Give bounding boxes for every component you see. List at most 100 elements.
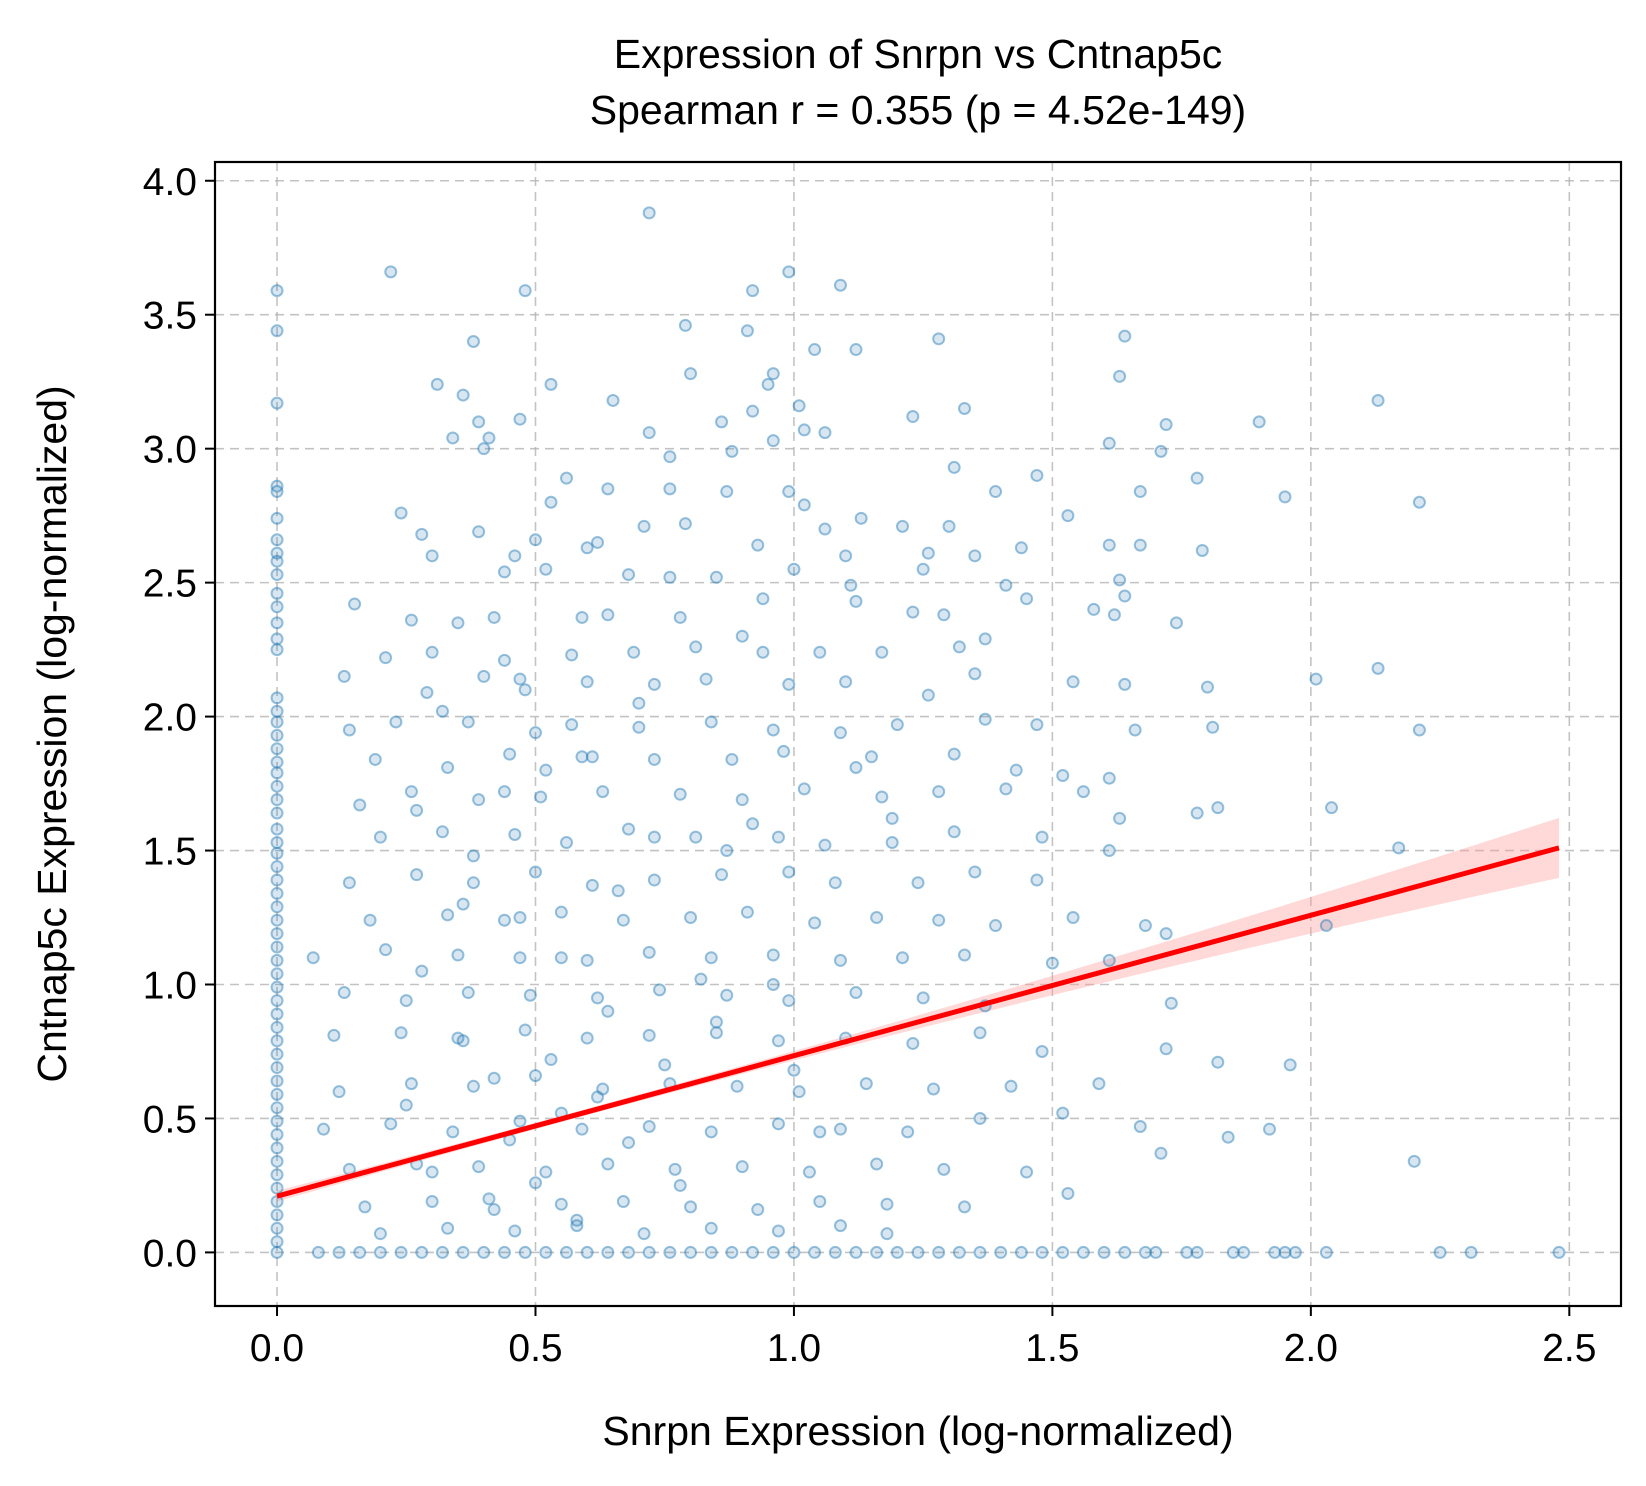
data-point <box>435 704 449 718</box>
data-point <box>565 648 579 662</box>
data-point <box>1133 485 1147 499</box>
data-point <box>782 994 796 1008</box>
data-point <box>663 1245 677 1259</box>
data-point <box>1159 1042 1173 1056</box>
data-point <box>916 991 930 1005</box>
data-point <box>647 873 661 887</box>
data-point <box>1035 1245 1049 1259</box>
data-point <box>642 1119 656 1133</box>
data-point <box>787 562 801 576</box>
data-point <box>435 1245 449 1259</box>
data-point <box>497 913 511 927</box>
data-point <box>766 1245 780 1259</box>
data-point <box>1206 720 1220 734</box>
data-point <box>1118 329 1132 343</box>
y-tick-label: 0.0 <box>143 1232 197 1275</box>
data-point <box>1433 1245 1447 1259</box>
data-point <box>968 865 982 879</box>
data-point <box>270 1020 284 1034</box>
data-point <box>337 669 351 683</box>
data-point <box>797 423 811 437</box>
data-point <box>1552 1245 1566 1259</box>
data-point <box>306 951 320 965</box>
x-tick-label: 2.5 <box>1542 1327 1596 1370</box>
data-point <box>1107 608 1121 622</box>
data-point <box>270 1181 284 1195</box>
data-point <box>404 613 418 627</box>
data-point <box>989 485 1003 499</box>
data-point <box>1030 718 1044 732</box>
y-tick-label: 0.5 <box>143 1098 197 1141</box>
data-point <box>756 645 770 659</box>
data-point <box>684 1245 698 1259</box>
data-point <box>441 1221 455 1235</box>
data-point <box>968 549 982 563</box>
data-point <box>771 830 785 844</box>
data-point <box>622 1136 636 1150</box>
data-point <box>270 994 284 1008</box>
data-point <box>999 578 1013 592</box>
data-point <box>513 951 527 965</box>
data-point <box>466 335 480 349</box>
data-point <box>761 377 775 391</box>
data-point <box>1154 1146 1168 1160</box>
data-point <box>746 1245 760 1259</box>
data-point <box>596 1082 610 1096</box>
data-point <box>689 830 703 844</box>
data-point <box>937 608 951 622</box>
data-point <box>1118 677 1132 691</box>
data-point <box>637 519 651 533</box>
data-point <box>808 1245 822 1259</box>
data-point <box>808 343 822 357</box>
grid-lines <box>215 162 1621 1306</box>
data-point <box>611 884 625 898</box>
x-tick-label: 0.0 <box>250 1327 304 1370</box>
regression-line <box>276 845 1560 1199</box>
data-point <box>270 860 284 874</box>
data-point <box>353 798 367 812</box>
data-point <box>270 1114 284 1128</box>
data-point <box>839 675 853 689</box>
data-point <box>720 844 734 858</box>
data-point <box>430 377 444 391</box>
data-point <box>394 1026 408 1040</box>
data-point <box>270 742 284 756</box>
data-point <box>461 986 475 1000</box>
data-point <box>746 284 760 298</box>
data-point <box>270 643 284 657</box>
data-point <box>1014 1245 1028 1259</box>
data-point <box>958 401 972 415</box>
data-point <box>1138 1245 1152 1259</box>
data-point <box>270 554 284 568</box>
data-point <box>508 827 522 841</box>
data-point <box>766 723 780 737</box>
data-point <box>472 525 486 539</box>
data-point <box>622 568 636 582</box>
data-point <box>415 964 429 978</box>
data-point <box>456 1245 470 1259</box>
data-point <box>999 782 1013 796</box>
data-point <box>560 836 573 850</box>
data-point <box>1149 1245 1163 1259</box>
data-point <box>735 793 749 807</box>
data-point <box>270 479 284 493</box>
data-point <box>270 886 284 900</box>
data-point <box>1288 1245 1302 1259</box>
data-point <box>410 868 424 882</box>
data-point <box>818 426 832 440</box>
data-point <box>1159 418 1173 432</box>
data-point <box>358 1200 372 1214</box>
data-point <box>513 412 527 426</box>
data-point <box>270 704 284 718</box>
data-point <box>978 712 992 726</box>
data-point <box>332 1245 346 1259</box>
data-point <box>456 1034 470 1048</box>
data-point <box>818 522 832 536</box>
data-point <box>528 726 542 740</box>
data-point <box>771 1117 785 1131</box>
data-point <box>973 1111 987 1125</box>
data-point <box>797 782 811 796</box>
data-point <box>932 913 946 927</box>
data-point <box>368 752 382 766</box>
data-point <box>270 913 284 927</box>
